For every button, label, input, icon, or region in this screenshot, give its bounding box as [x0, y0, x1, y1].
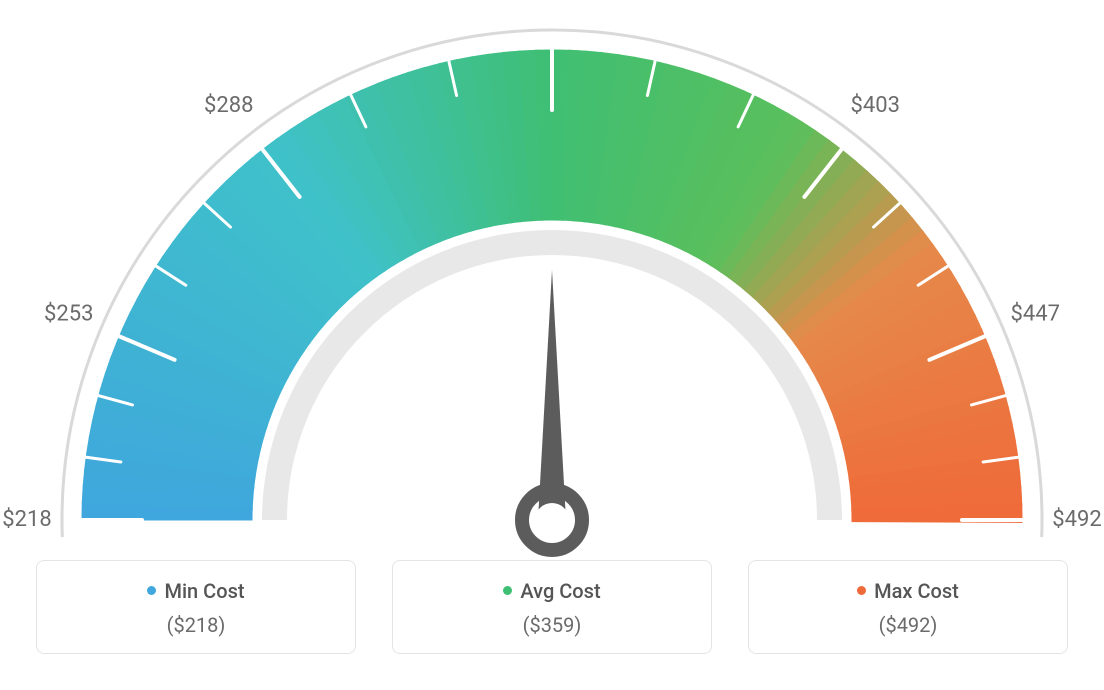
- legend-min-value: ($218): [47, 613, 345, 637]
- scale-label: $253: [44, 302, 93, 327]
- legend-min-dot: [147, 586, 156, 595]
- gauge-hub-hole: [535, 503, 569, 537]
- cost-gauge: $218 $253 $288 $359 $403 $447 $492: [0, 0, 1104, 560]
- legend-max-label: Max Cost: [874, 579, 959, 603]
- scale-label: $447: [1011, 302, 1060, 327]
- scale-label: $403: [850, 93, 899, 118]
- legend-card-max: Max Cost ($492): [748, 560, 1068, 654]
- legend-max-title: Max Cost: [759, 579, 1057, 603]
- legend-min-title: Min Cost: [47, 579, 345, 603]
- legend-card-avg: Avg Cost ($359): [392, 560, 712, 654]
- legend-avg-title: Avg Cost: [403, 579, 701, 603]
- legend-avg-value: ($359): [403, 613, 701, 637]
- legend-avg-dot: [503, 586, 512, 595]
- gauge-svg: $218 $253 $288 $359 $403 $447 $492: [0, 0, 1104, 560]
- legend-card-min: Min Cost ($218): [36, 560, 356, 654]
- scale-label: $359: [527, 0, 576, 1]
- legend-min-label: Min Cost: [164, 579, 244, 603]
- scale-label: $288: [204, 93, 253, 118]
- legend-max-dot: [857, 586, 866, 595]
- legend-avg-label: Avg Cost: [520, 579, 600, 603]
- scale-label: $218: [2, 507, 51, 532]
- legend-max-value: ($492): [759, 613, 1057, 637]
- legend-row: Min Cost ($218) Avg Cost ($359) Max Cost…: [0, 560, 1104, 654]
- scale-label: $492: [1052, 507, 1101, 532]
- gauge-needle: [538, 270, 566, 520]
